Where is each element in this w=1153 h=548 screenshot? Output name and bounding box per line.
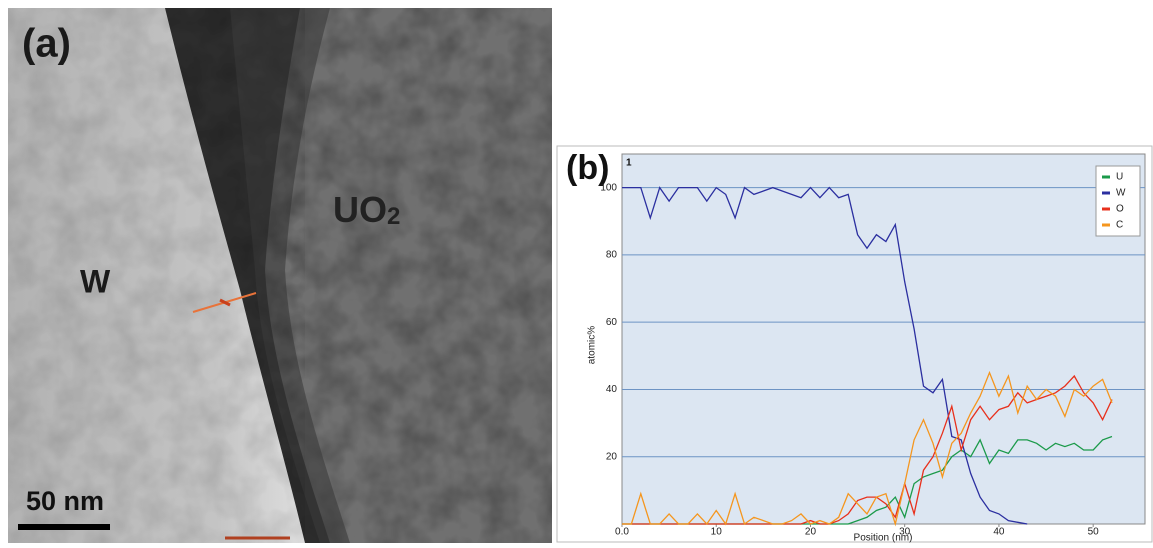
y-tick-label: 20 [606,451,618,462]
region-label-main: UO [333,189,387,230]
w-texture [8,8,305,543]
plot-index: 1 [626,158,632,169]
region-label-sub: 2 [387,203,400,230]
scale-bar-label: 50 nm [26,486,104,516]
micrograph [8,8,552,543]
region-label: UO2 [333,189,400,231]
interface-halo [230,8,350,543]
region-label: W [80,263,111,299]
x-axis-title: Position (nm) [854,533,913,543]
series-line [622,370,1113,527]
series-line [622,374,1113,525]
panel-label: (b) [566,149,609,187]
x-tick-label: 20 [805,527,817,538]
x-tick-label: 10 [711,527,723,538]
line-scan-marker [219,298,231,307]
y-axis-title: atomic% [587,326,598,364]
x-tick-label: 40 [993,527,1005,538]
legend-label: U [1116,172,1123,183]
y-tick-label: 100 [600,182,617,193]
series-line [622,186,1028,525]
legend-label: C [1116,220,1123,231]
legend-label: O [1116,204,1124,215]
y-tick-label: 40 [606,384,618,395]
panel-label: (a) [22,22,71,66]
y-tick-label: 80 [606,250,618,261]
x-tick-label: 50 [1088,527,1100,538]
x-tick-label: 30 [899,527,911,538]
y-tick-label: 60 [606,317,618,328]
legend-label: W [1116,188,1126,199]
x-tick-label: 0.0 [615,527,629,538]
plot-area [621,153,1146,525]
